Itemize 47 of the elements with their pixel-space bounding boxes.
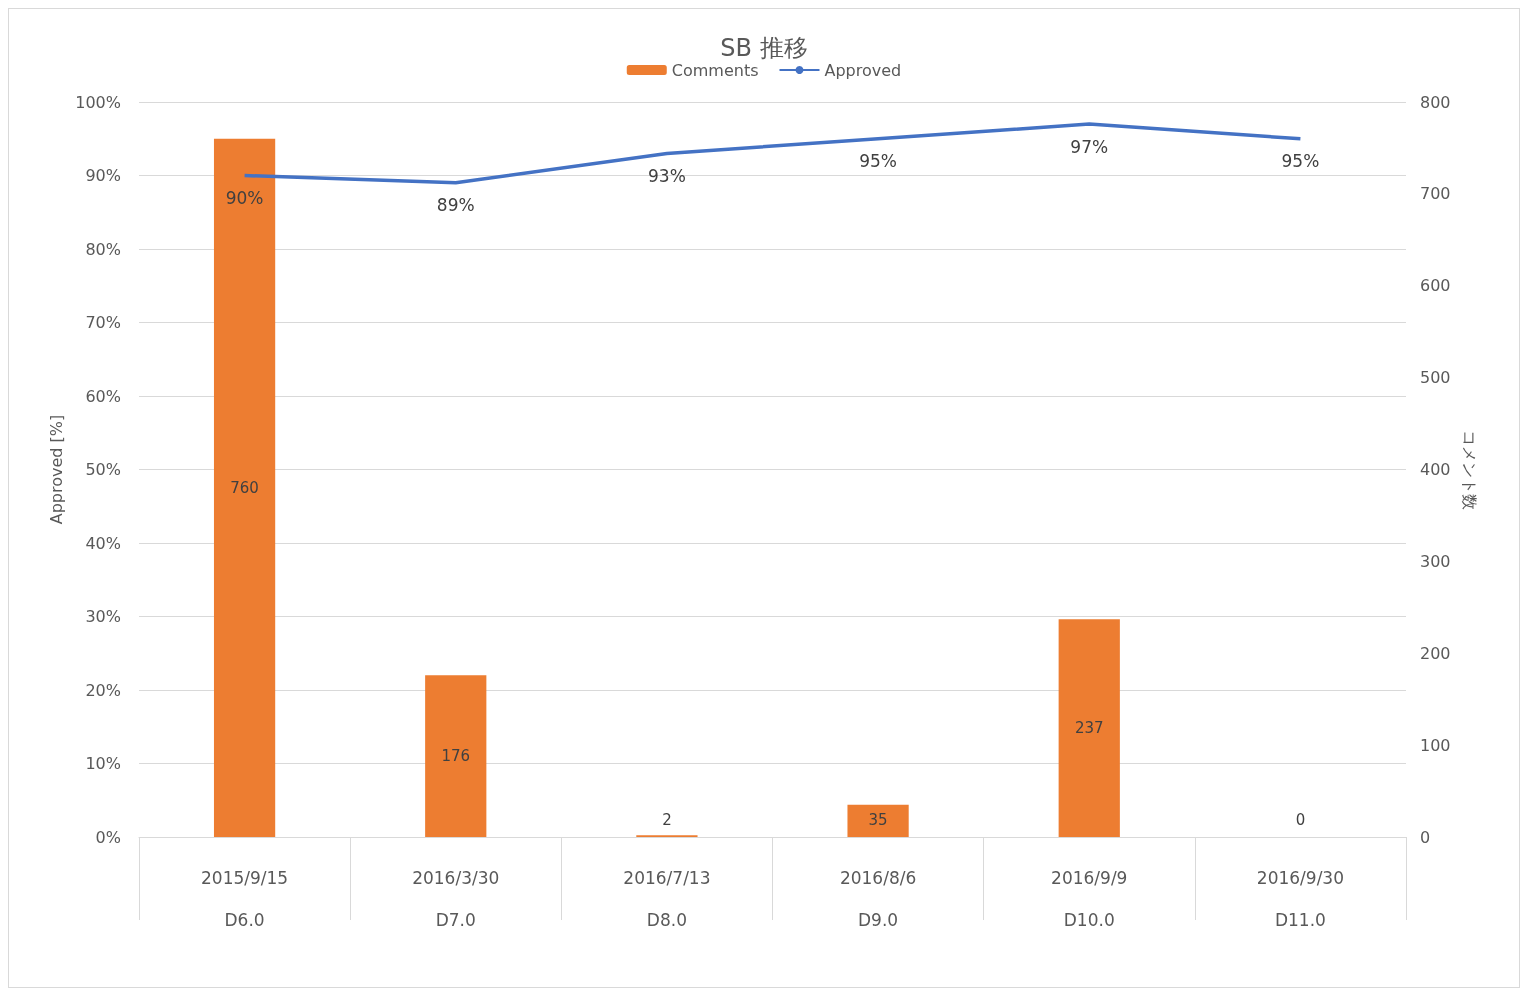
y-tick-label: 20% [85,680,121,700]
y-tick-label: 70% [85,313,121,332]
bar [425,675,487,837]
y2-axis-title: コメント数 [1459,429,1479,510]
category-label: 2016/9/9 D10.0 [1051,868,1128,930]
data-label: 35 [868,810,888,829]
category-label: 2015/9/15 D6.0 [201,868,289,930]
data-label: 89% [436,195,475,216]
bar [847,804,909,837]
category-label: 2016/3/30 D7.0 [412,868,500,930]
category-label: 2016/8/6 D9.0 [839,868,917,930]
y2-tick-label: 300 [1420,551,1451,571]
legend-label: Approved [824,60,902,80]
y-tick-label: 60% [85,386,121,406]
category-label: 2016/7/13 D8.0 [623,868,711,930]
y-tick-label: 10% [85,754,121,773]
y2-tick-label: 100 [1420,735,1451,755]
chart-title: SB 推移 [720,34,808,62]
y-tick-label: 0% [95,827,121,847]
legend-label: Comments [671,60,759,80]
y2-tick-label: 700 [1420,184,1451,204]
y2-tick-label: 600 [1420,276,1451,296]
data-label: 2 [662,810,672,829]
y-tick-label: 90% [85,166,121,185]
data-label: 237 [1074,719,1104,738]
y-tick-label: 80% [85,239,121,259]
y-tick-label: 100% [75,92,121,112]
y2-tick-label: 500 [1420,368,1451,388]
data-label: 90% [225,188,264,208]
bar [1058,619,1120,837]
bar [213,138,276,837]
data-label: 95% [1281,151,1320,172]
y-tick-label: 40% [85,533,121,553]
data-label: 0 [1295,810,1306,829]
data-label: 176 [441,747,471,766]
y2-tick-label: 400 [1420,460,1451,479]
y2-tick-label: 0 [1420,827,1431,847]
y-tick-label: 30% [85,607,121,626]
y2-tick-label: 800 [1420,92,1451,112]
y2-tick-label: 200 [1420,643,1451,663]
data-label: 760 [230,478,259,497]
y-axis-title: Approved [%] [46,414,66,525]
data-label: 97% [1070,136,1109,157]
category-label: 2016/9/30 D11.0 [1256,868,1344,930]
data-label: 93% [648,165,686,186]
data-label: 95% [859,151,897,172]
y-tick-label: 50% [85,460,121,479]
